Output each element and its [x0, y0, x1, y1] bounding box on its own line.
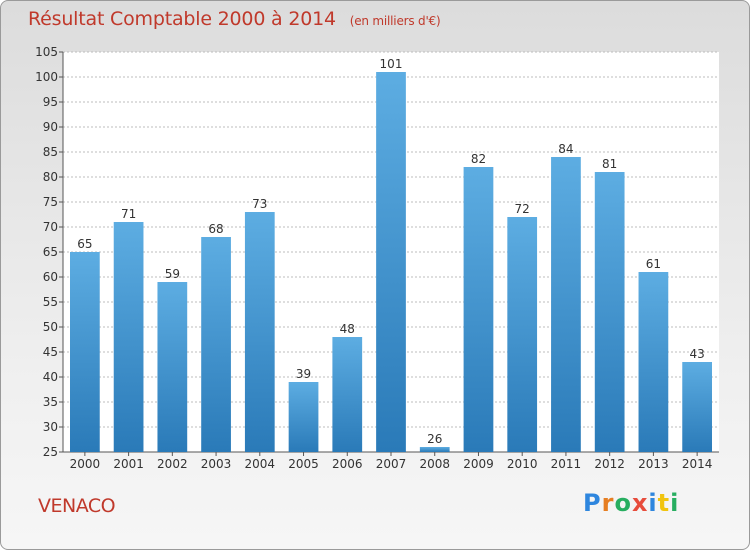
x-tick-label: 2006 [332, 457, 363, 471]
x-tick-label: 2002 [157, 457, 188, 471]
bar [201, 237, 231, 452]
bar [288, 382, 319, 452]
y-tick-label: 60 [43, 270, 58, 284]
bar [157, 282, 188, 452]
brand-letter: P [583, 489, 602, 517]
y-tick-label: 35 [43, 395, 58, 409]
y-tick-label: 40 [43, 370, 58, 384]
x-tick-label: 2013 [638, 457, 669, 471]
data-label: 101 [380, 57, 403, 71]
bar [507, 217, 538, 452]
x-tick-label: 2014 [682, 457, 713, 471]
bar [332, 337, 363, 452]
y-tick-label: 55 [43, 295, 58, 309]
x-tick-label: 2011 [551, 457, 582, 471]
brand-letter: o [614, 489, 632, 517]
data-label: 48 [340, 322, 355, 336]
bar [638, 272, 669, 452]
data-label: 65 [77, 237, 92, 251]
bar [682, 362, 713, 452]
y-tick-label: 80 [43, 170, 58, 184]
x-tick-label: 2007 [376, 457, 407, 471]
x-tick-label: 2004 [245, 457, 276, 471]
bar [244, 212, 275, 452]
data-label: 68 [208, 222, 223, 236]
y-tick-label: 65 [43, 245, 58, 259]
y-tick-label: 25 [43, 445, 58, 459]
bar [69, 252, 100, 452]
x-tick-label: 2008 [419, 457, 450, 471]
data-label: 71 [121, 207, 136, 221]
x-tick-label: 2012 [594, 457, 625, 471]
brand-letter: t [657, 489, 671, 517]
brand-letter: r [601, 489, 615, 517]
data-label: 43 [689, 347, 704, 361]
x-tick-label: 2003 [201, 457, 232, 471]
commune-name: VENACO [38, 495, 116, 517]
bar [463, 167, 494, 452]
brand-letter: x [631, 489, 649, 517]
data-label: 82 [471, 152, 486, 166]
x-tick-label: 2000 [70, 457, 101, 471]
y-tick-label: 70 [43, 220, 58, 234]
x-tick-label: 2001 [113, 457, 144, 471]
data-label: 81 [602, 157, 617, 171]
data-label: 73 [252, 197, 267, 211]
data-label: 72 [515, 202, 530, 216]
x-tick-label: 2009 [463, 457, 494, 471]
bar [113, 222, 144, 452]
y-tick-label: 30 [43, 420, 58, 434]
data-label: 59 [165, 267, 180, 281]
bar [376, 72, 406, 452]
y-tick-label: 75 [43, 195, 58, 209]
y-tick-label: 105 [35, 45, 58, 59]
brand-letter: i [670, 489, 680, 517]
chart-title: Résultat Comptable 2000 à 2014 (en milli… [28, 8, 441, 30]
data-label: 61 [646, 257, 661, 271]
proxiti-logo: Proxiti [583, 489, 679, 517]
bar [594, 172, 625, 452]
y-tick-label: 100 [35, 70, 58, 84]
chart-title-text: Résultat Comptable 2000 à 2014 [28, 8, 336, 30]
y-tick-label: 45 [43, 345, 58, 359]
bar [419, 447, 450, 452]
data-label: 84 [558, 142, 573, 156]
data-label: 26 [427, 432, 442, 446]
chart-subtitle: (en milliers d'€) [349, 14, 441, 28]
y-tick-label: 90 [43, 120, 58, 134]
y-tick-label: 85 [43, 145, 58, 159]
y-tick-label: 95 [43, 95, 58, 109]
bar [551, 157, 581, 452]
data-label: 39 [296, 367, 311, 381]
y-tick-label: 50 [43, 320, 58, 334]
x-tick-label: 2005 [288, 457, 319, 471]
x-tick-label: 2010 [507, 457, 538, 471]
brand-letter: i [648, 489, 658, 517]
